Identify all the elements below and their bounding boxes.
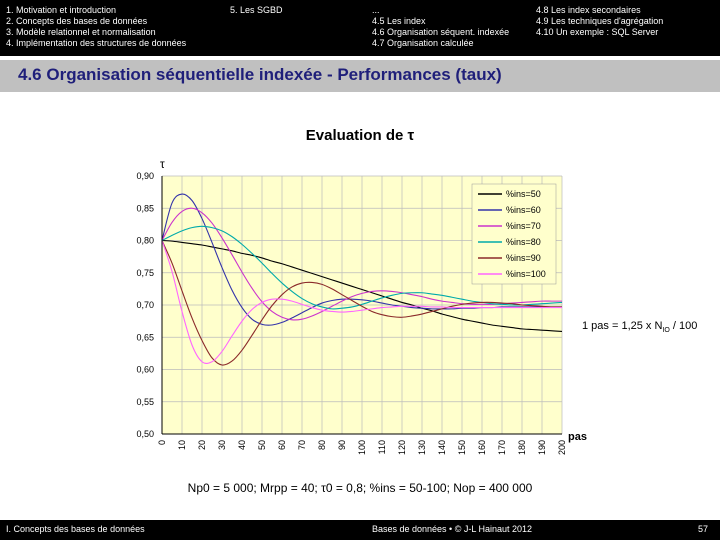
x-tick-label: 130 [417,440,427,455]
x-tick-label: 80 [317,440,327,450]
footer-bar: I. Concepts des bases de données Bases d… [0,520,720,540]
x-axis-label: pas [568,431,587,443]
legend-label: %ins=90 [506,253,541,263]
legend-label: %ins=70 [506,221,541,231]
slide-title: 4.6 Organisation séquentielle indexée - … [18,65,502,84]
page-number: 57 [697,524,708,534]
chapter-nav: 1. Motivation et introduction 2. Concept… [6,5,186,49]
chapter-item-1[interactable]: 1. Motivation et introduction [6,5,117,15]
series-line-5 [161,240,562,365]
x-tick-label: 190 [537,440,547,455]
y-axis-label: τ [160,157,165,171]
legend-label: %ins=100 [506,269,546,279]
y-tick-label: 0,60 [136,365,154,375]
y-tick-label: 0,80 [136,236,154,246]
section-item[interactable]: ... [372,5,380,15]
step-note-tail: / 100 [669,320,698,332]
y-tick-label: 0,75 [136,268,154,278]
legend-box [471,183,557,285]
footer-chapter: I. Concepts des bases de données [6,524,145,534]
x-tick-label: 100 [357,440,367,455]
chapter-item-3[interactable]: 3. Modèle relationnel et normalisation [6,27,156,37]
legend-label: %ins=50 [506,189,541,199]
chapter-item-2[interactable]: 2. Concepts des bases de données [6,16,148,26]
x-tick-label: 120 [397,440,407,455]
x-tick-label: 10 [177,440,187,450]
y-tick-label: 0,85 [136,203,154,213]
section-item-4-9[interactable]: 4.9 Les techniques d'agrégation [536,16,664,26]
x-tick-label: 20 [197,440,207,450]
step-note: 1 pas = 1,25 x NIO / 100 [582,320,697,334]
section-item-4-8[interactable]: 4.8 Les index secondaires [536,5,641,15]
legend-label: %ins=80 [506,237,541,247]
title-bar: 4.6 Organisation séquentielle indexée - … [0,60,720,92]
chart-heading: Evaluation de τ [305,127,415,144]
step-note-sub: IO [662,327,670,335]
series-line-4 [161,240,563,366]
chapter-item-5[interactable]: 5. Les SGBD [230,5,283,15]
section-item-4-6[interactable]: 4.6 Organisation séquent. indexée [372,27,510,37]
y-tick-label: 0,70 [136,300,154,310]
legend-label: %ins=60 [506,205,541,215]
x-tick-label: 90 [337,440,347,450]
x-tick-label: 200 [557,440,567,455]
x-tick-label: 60 [277,440,287,450]
section-item-4-10[interactable]: 4.10 Un exemple : SQL Server [536,27,659,37]
x-tick-label: 110 [377,440,387,454]
parameters-line: Np0 = 5 000; Mrpp = 40; τ0 = 0,8; %ins =… [187,481,533,495]
x-tick-label: 180 [517,440,527,455]
x-tick-label: 50 [257,440,267,450]
section-item-4-7[interactable]: 4.7 Organisation calculée [372,38,474,48]
x-tick-label: 70 [297,440,307,450]
y-tick-label: 0,55 [136,397,154,407]
y-tick-label: 0,50 [136,429,154,439]
chapter-item-4[interactable]: 4. Implémentation des structures de donn… [6,38,187,48]
series-line-3 [161,225,563,310]
x-tick-label: 0 [157,440,167,445]
header-bar: 1. Motivation et introduction 2. Concept… [0,0,720,56]
y-tick-label: 0,90 [136,171,154,181]
tau-chart: τ pas 0,90 0,85 0,80 0,75 0,70 0,65 0,60 0,55 0,5… [136,157,587,455]
x-tick-label: 160 [477,440,487,455]
footer-copyright: Bases de données • © J-L Hainaut 2012 [372,524,533,534]
x-tick-label: 140 [437,440,447,455]
step-note-text: 1 pas = 1,25 x N [582,320,663,332]
x-tick-label: 40 [237,440,247,450]
x-tick-label: 30 [217,440,227,450]
x-tick-label: 150 [457,440,467,455]
section-item-4-5[interactable]: 4.5 Les index [372,16,426,26]
y-tick-label: 0,65 [136,332,154,342]
x-tick-label: 170 [497,440,507,455]
